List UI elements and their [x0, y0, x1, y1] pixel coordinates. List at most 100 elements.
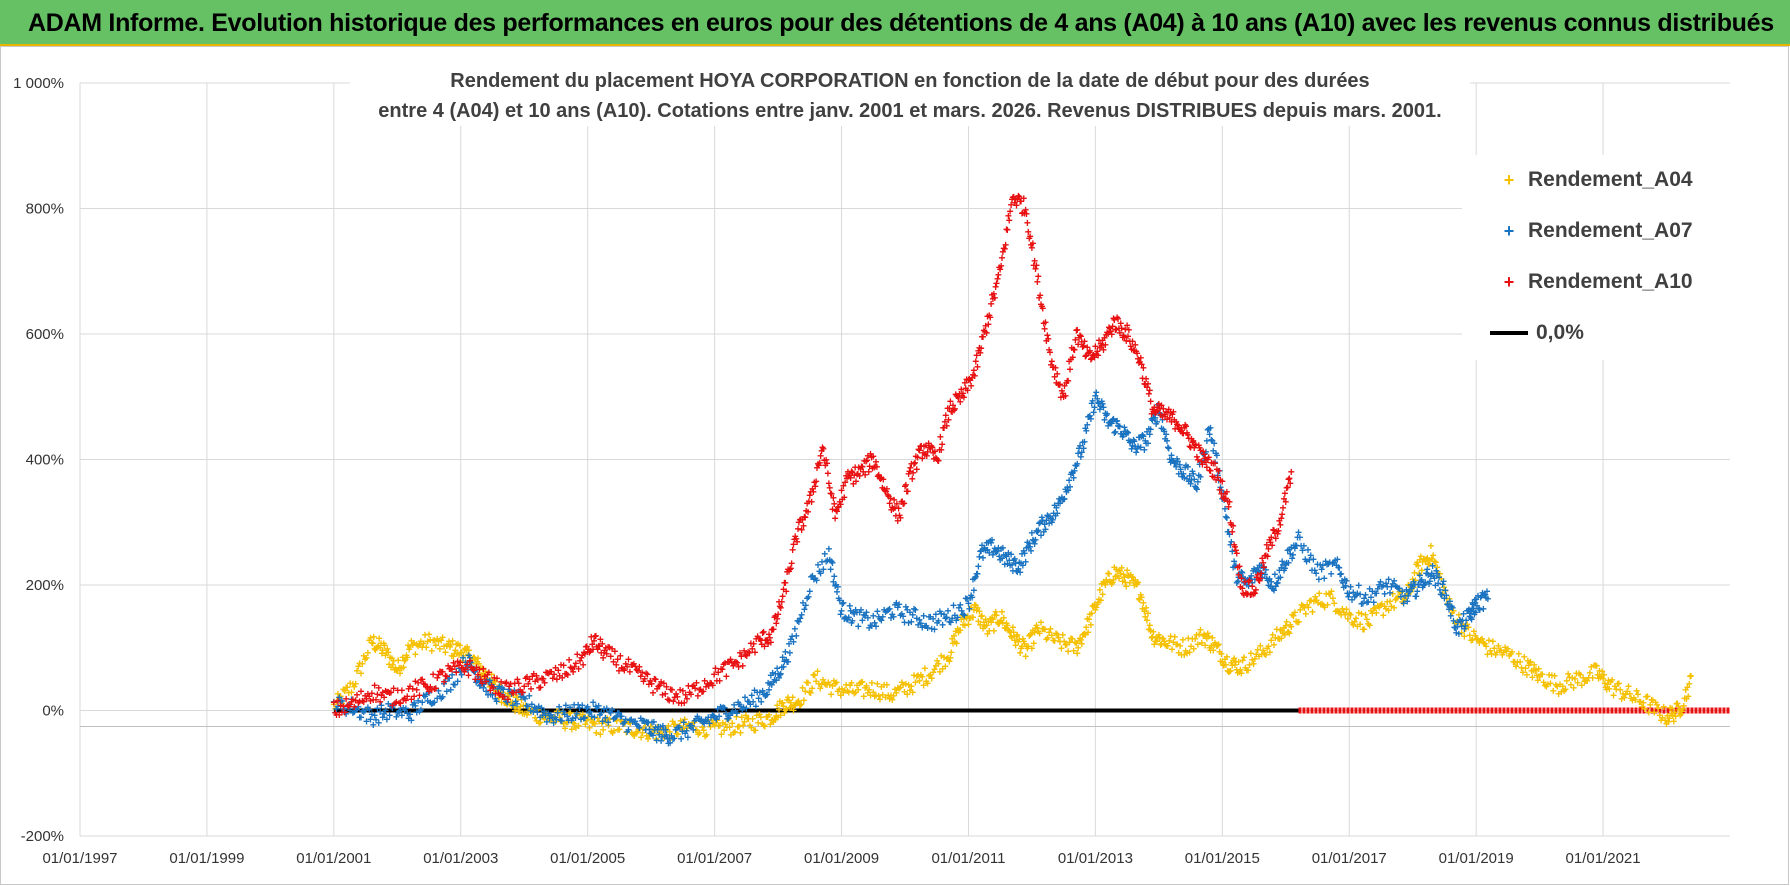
- series-point-1: +: [512, 694, 519, 708]
- series-point-0: +: [470, 651, 477, 665]
- series-point-1: +: [1315, 572, 1322, 586]
- series-point-0: +: [503, 697, 510, 711]
- series-point-0: +: [1576, 667, 1583, 681]
- series-point-1: +: [1392, 579, 1399, 593]
- series-point-0: +: [1450, 604, 1457, 618]
- series-point-1: +: [1243, 577, 1250, 591]
- series-point-0: +: [1105, 567, 1112, 581]
- series-point-0: +: [549, 713, 556, 727]
- series-point-0: +: [362, 653, 369, 667]
- series-point-1: +: [1162, 432, 1169, 446]
- series-point-1: +: [598, 706, 605, 720]
- series-point-1: +: [1442, 583, 1449, 597]
- series-point-1: +: [1267, 580, 1274, 594]
- series-point-0: +: [370, 630, 377, 644]
- series-point-0: +: [476, 668, 483, 682]
- series-point-0: +: [1178, 648, 1185, 662]
- series-point-1: +: [1192, 479, 1199, 493]
- series-point-0: +: [395, 653, 402, 667]
- series-point-0: +: [991, 608, 998, 622]
- series-point-0: +: [536, 717, 543, 731]
- series-point-0: +: [1073, 636, 1080, 650]
- series-point-1: +: [1367, 591, 1374, 605]
- series-point-0: +: [363, 651, 370, 665]
- series-point-1: +: [1403, 583, 1410, 597]
- series-point-0: +: [796, 698, 803, 712]
- series-point-0: +: [1091, 597, 1098, 611]
- series-point-0: +: [729, 716, 736, 730]
- series-point-1: +: [1102, 407, 1109, 421]
- series-point-1: +: [1055, 497, 1062, 511]
- series-point-0: +: [1031, 625, 1038, 639]
- series-point-0: +: [1440, 580, 1447, 594]
- series-point-0: +: [491, 673, 498, 687]
- series-point-0: +: [1003, 617, 1010, 631]
- series-point-1: +: [1285, 556, 1292, 570]
- series-point-2: +: [352, 693, 359, 707]
- series-point-1: +: [863, 605, 870, 619]
- series-point-0: +: [1511, 655, 1518, 669]
- series-point-1: +: [450, 677, 457, 691]
- series-point-1: +: [1447, 609, 1454, 623]
- series-point-0: +: [1076, 632, 1083, 646]
- series-point-0: +: [1542, 679, 1549, 693]
- series-point-0: +: [576, 708, 583, 722]
- series-point-0: +: [793, 696, 800, 710]
- series-point-0: +: [507, 696, 514, 710]
- series-point-1: +: [524, 700, 531, 714]
- series-point-0: +: [912, 676, 919, 690]
- series-point-1: +: [356, 711, 363, 725]
- series-point-0: +: [1688, 669, 1695, 683]
- series-point-0: +: [1297, 603, 1304, 617]
- series-point-1: +: [421, 690, 428, 704]
- series-point-1: +: [1016, 555, 1023, 569]
- series-point-1: +: [735, 696, 742, 710]
- series-point-0: +: [1408, 579, 1415, 593]
- series-point-0: +: [1403, 588, 1410, 602]
- series-point-0: +: [1336, 606, 1343, 620]
- series-point-1: +: [1416, 569, 1423, 583]
- series-point-0: +: [516, 705, 523, 719]
- series-point-1: +: [1087, 412, 1094, 426]
- series-point-1: +: [1136, 431, 1143, 445]
- series-point-0: +: [1293, 615, 1300, 629]
- series-point-1: +: [845, 611, 852, 625]
- series-point-0: +: [1217, 655, 1224, 669]
- series-point-0: +: [1155, 628, 1162, 642]
- series-point-1: +: [783, 653, 790, 667]
- series-point-1: +: [868, 619, 875, 633]
- series-point-1: +: [1353, 588, 1360, 602]
- series-point-1: +: [1070, 471, 1077, 485]
- series-point-1: +: [1401, 589, 1408, 603]
- series-point-0: +: [1488, 647, 1495, 661]
- series-point-0: +: [1209, 631, 1216, 645]
- series-point-1: +: [989, 548, 996, 562]
- series-point-0: +: [1218, 647, 1225, 661]
- series-point-0: +: [1489, 634, 1496, 648]
- series-point-1: +: [1409, 580, 1416, 594]
- series-point-0: +: [386, 657, 393, 671]
- series-point-1: +: [688, 719, 695, 733]
- series-point-0: +: [590, 716, 597, 730]
- series-point-1: +: [934, 616, 941, 630]
- series-point-1: +: [464, 659, 471, 673]
- series-point-1: +: [1427, 570, 1434, 584]
- series-point-0: +: [1351, 615, 1358, 629]
- series-point-1: +: [986, 546, 993, 560]
- series-point-2: +: [337, 699, 344, 713]
- series-point-1: +: [588, 710, 595, 724]
- series-point-1: +: [1103, 409, 1110, 423]
- series-point-0: +: [513, 701, 520, 715]
- series-point-1: +: [687, 719, 694, 733]
- series-point-0: +: [1162, 638, 1169, 652]
- series-point-0: +: [1118, 561, 1125, 575]
- series-point-2: +: [1029, 237, 1036, 251]
- series-point-0: +: [990, 624, 997, 638]
- series-point-0: +: [905, 678, 912, 692]
- series-point-0: +: [406, 643, 413, 657]
- series-point-1: +: [1147, 422, 1154, 436]
- series-point-0: +: [448, 649, 455, 663]
- series-point-0: +: [631, 729, 638, 743]
- series-point-0: +: [1643, 690, 1650, 704]
- series-point-0: +: [1306, 594, 1313, 608]
